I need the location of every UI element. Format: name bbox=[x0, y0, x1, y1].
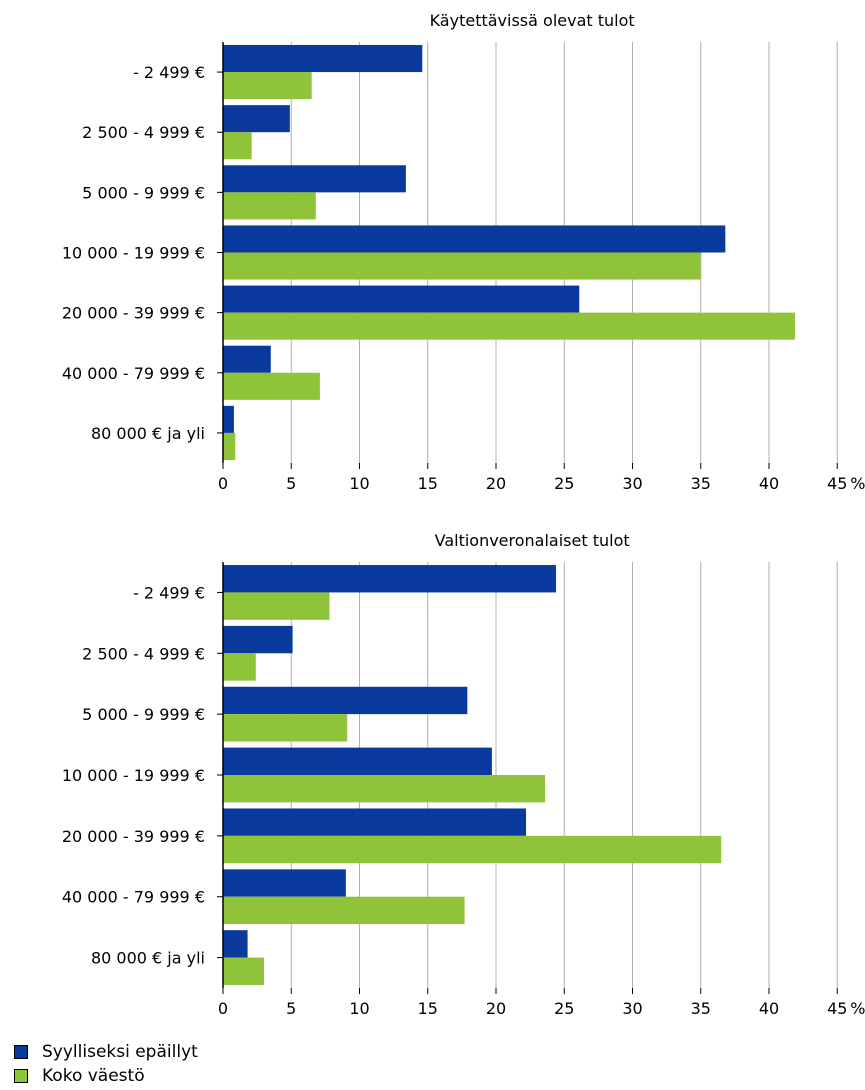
chart1-category-label: 80 000 € ja yli bbox=[91, 424, 205, 443]
chart2-category-label: 2 500 - 4 999 € bbox=[82, 644, 205, 663]
chart2-xtick-label: 40 bbox=[759, 999, 779, 1018]
chart2-xtick-label: 0 bbox=[218, 999, 228, 1018]
chart1-bar-suspected bbox=[223, 405, 234, 433]
chart1-bar-suspected bbox=[223, 105, 290, 133]
chart2-category-label: - 2 499 € bbox=[133, 583, 205, 602]
chart2-bar-suspected bbox=[223, 808, 527, 836]
chart1-category-label: 5 000 - 9 999 € bbox=[82, 183, 205, 202]
chart2-bar-suspected bbox=[223, 747, 492, 775]
chart2-xtick-label: 15 bbox=[418, 999, 438, 1018]
chart2-category-label: 40 000 - 79 999 € bbox=[62, 888, 205, 907]
chart2-bar-suspected bbox=[223, 565, 557, 593]
chart2-bar-suspected bbox=[223, 869, 346, 897]
chart2-bar-population bbox=[223, 714, 348, 742]
chart2-xtick-label: 5 bbox=[286, 999, 296, 1018]
chart1-category-label: 40 000 - 79 999 € bbox=[62, 364, 205, 383]
legend-label-suspected: Syylliseksi epäillyt bbox=[42, 1042, 198, 1062]
legend-item-suspected: Syylliseksi epäillyt bbox=[14, 1040, 198, 1064]
chart1-bar-suspected bbox=[223, 45, 423, 73]
chart2-category-label: 10 000 - 19 999 € bbox=[62, 766, 205, 785]
chart2-xtick-label: 35 bbox=[691, 999, 711, 1018]
chart1-xtick-label: 25 bbox=[554, 474, 574, 493]
chart1-bar-population bbox=[223, 312, 795, 340]
chart2-title: Valtionveronalaiset tulot bbox=[435, 531, 630, 550]
chart1-bar-population bbox=[223, 252, 701, 280]
chart2-bar-population bbox=[223, 957, 264, 985]
chart2-unit-label: % bbox=[850, 999, 865, 1018]
chart2-xtick-label: 45 bbox=[827, 999, 847, 1018]
chart1-bar-suspected bbox=[223, 225, 726, 253]
chart2-bar-suspected bbox=[223, 930, 248, 958]
chart1-category-label: 2 500 - 4 999 € bbox=[82, 123, 205, 142]
chart2-bar-population bbox=[223, 653, 256, 681]
chart-canvas: Käytettävissä olevat tulot 0 5 10 15 20 25 30 35… bbox=[62, 11, 865, 1018]
chart2-xtick-label: 25 bbox=[554, 999, 574, 1018]
chart1-xtick-label: 10 bbox=[349, 474, 369, 493]
chart1-bar-suspected bbox=[223, 165, 406, 193]
legend: Syylliseksi epäillyt Koko väestö bbox=[14, 1040, 198, 1088]
chart2-bar-population bbox=[223, 896, 465, 925]
legend-item-population: Koko väestö bbox=[14, 1064, 198, 1088]
chart2-bar-population bbox=[223, 775, 546, 803]
chart1-bar-population bbox=[223, 72, 312, 100]
chart1-bar-population bbox=[223, 432, 236, 460]
chart1-xtick-label: 40 bbox=[759, 474, 779, 493]
chart1-bar-suspected bbox=[223, 285, 580, 313]
chart1-bar-population bbox=[223, 192, 316, 220]
chart1-xtick-label: 45 bbox=[827, 474, 847, 493]
chart2-bar-suspected bbox=[223, 686, 468, 715]
chart1-bar-suspected bbox=[223, 345, 271, 373]
chart1-category-label: 10 000 - 19 999 € bbox=[62, 244, 205, 263]
chart1-bar-population bbox=[223, 132, 252, 160]
chart1-xtick-label: 20 bbox=[486, 474, 506, 493]
chart1-bar-population bbox=[223, 372, 320, 400]
chart1-category-label: 20 000 - 39 999 € bbox=[62, 304, 205, 323]
legend-swatch-population bbox=[14, 1069, 28, 1083]
chart2-category-label: 5 000 - 9 999 € bbox=[82, 705, 205, 724]
chart1-unit-label: % bbox=[850, 474, 865, 493]
chart1-xtick-label: 5 bbox=[286, 474, 296, 493]
chart1-xtick-label: 30 bbox=[622, 474, 642, 493]
chart2-xtick-label: 30 bbox=[622, 999, 642, 1018]
chart1-xtick-label: 0 bbox=[218, 474, 228, 493]
chart2-category-label: 80 000 € ja yli bbox=[91, 949, 205, 968]
chart2-category-label: 20 000 - 39 999 € bbox=[62, 827, 205, 846]
chart1-xtick-label: 35 bbox=[691, 474, 711, 493]
chart1-title: Käytettävissä olevat tulot bbox=[430, 11, 635, 30]
chart2-bar-population bbox=[223, 592, 330, 620]
chart1-category-label: - 2 499 € bbox=[133, 63, 205, 82]
chart2-bar-suspected bbox=[223, 625, 293, 654]
chart2-xtick-label: 10 bbox=[349, 999, 369, 1018]
chart2-xtick-label: 20 bbox=[486, 999, 506, 1018]
chart1-xtick-label: 15 bbox=[418, 474, 438, 493]
chart2-bar-population bbox=[223, 835, 722, 864]
legend-label-population: Koko väestö bbox=[42, 1066, 145, 1086]
legend-swatch-suspected bbox=[14, 1045, 28, 1059]
